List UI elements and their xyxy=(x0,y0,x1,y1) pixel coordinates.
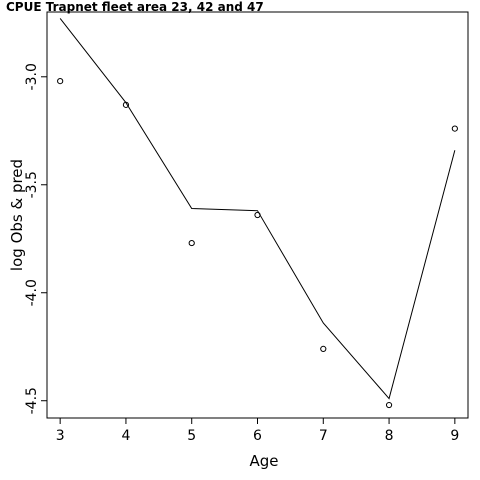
observed-point xyxy=(320,345,327,352)
x-tick-label: 8 xyxy=(385,428,394,444)
x-tick-label: 4 xyxy=(121,428,130,444)
y-axis-label: log Obs & pred xyxy=(8,159,26,271)
y-tick-label: -3.0 xyxy=(24,63,40,90)
x-axis-label: Age xyxy=(249,452,278,470)
x-axis: 3 4 5 6 7 8 9 xyxy=(56,418,459,444)
y-tick-label: -4.0 xyxy=(24,279,40,306)
y-tick-label: -4.5 xyxy=(24,387,40,414)
x-tick-label: 3 xyxy=(56,428,65,444)
x-tick-label: 6 xyxy=(253,428,262,444)
y-axis: -3.0 -3.5 -4.0 -4.5 xyxy=(24,63,47,414)
observed-point xyxy=(385,401,393,409)
observed-points-series xyxy=(57,78,458,409)
y-tick-label: -3.5 xyxy=(24,171,40,198)
predicted-line xyxy=(59,18,456,400)
plot-frame xyxy=(46,11,469,419)
observed-point xyxy=(451,125,458,132)
x-tick-label: 7 xyxy=(319,428,328,444)
x-tick-label: 9 xyxy=(450,428,459,444)
predicted-line-series xyxy=(59,18,456,400)
chart-title: CPUE Trapnet fleet area 23, 42 and 47 xyxy=(6,0,264,14)
observed-point xyxy=(122,101,130,108)
observed-point xyxy=(188,239,195,247)
observed-point xyxy=(254,211,261,219)
x-tick-label: 5 xyxy=(187,428,196,444)
observed-point xyxy=(57,78,64,85)
